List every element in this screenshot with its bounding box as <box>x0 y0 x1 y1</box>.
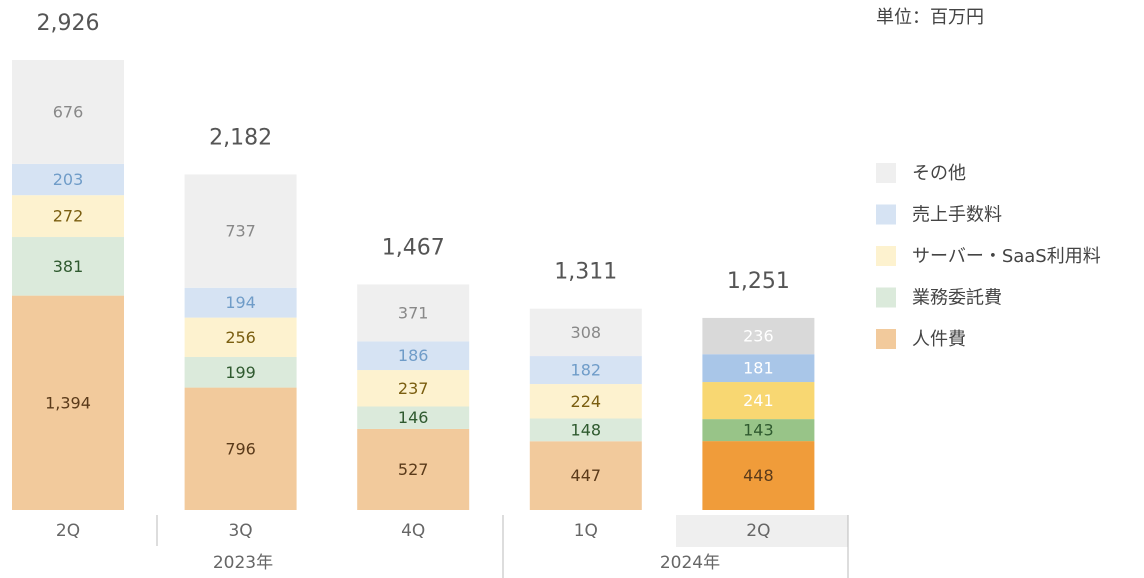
data-label: 146 <box>398 408 429 427</box>
bar-segment <box>702 382 815 420</box>
bar-segment <box>12 295 124 510</box>
bar-segment <box>184 356 297 388</box>
bar-segment <box>357 370 470 407</box>
total-label: 1,251 <box>727 269 790 294</box>
bar-segment <box>184 287 297 318</box>
data-label: 194 <box>225 293 256 312</box>
data-label: 447 <box>571 466 602 485</box>
bar-segment <box>357 428 470 510</box>
data-label: 272 <box>53 207 84 226</box>
data-label: 237 <box>398 379 429 398</box>
legend-swatch <box>876 329 896 349</box>
total-label: 2,182 <box>209 125 272 150</box>
bar-segment <box>357 406 470 429</box>
x-tick-label: 3Q <box>228 521 252 541</box>
bar-segment <box>529 418 642 442</box>
data-label: 241 <box>743 391 774 410</box>
legend-swatch <box>876 287 896 308</box>
data-label: 256 <box>225 328 256 347</box>
data-label: 796 <box>225 439 256 458</box>
data-label: 182 <box>571 361 602 380</box>
highlight-bg <box>676 515 848 547</box>
data-label: 199 <box>225 363 256 382</box>
data-label: 527 <box>398 460 429 479</box>
unit-label: 単位：百万円 <box>876 7 984 28</box>
data-label: 148 <box>571 420 602 439</box>
legend-label: 人件費 <box>912 329 966 350</box>
x-tick-label: 2Q <box>56 521 80 541</box>
data-label: 676 <box>53 102 84 121</box>
legend-swatch <box>876 246 896 266</box>
total-label: 1,311 <box>554 260 617 285</box>
bar-segment <box>12 60 124 164</box>
bar-segment <box>529 308 642 357</box>
group-label: 2023年 <box>213 553 273 573</box>
bar-segment <box>702 317 815 355</box>
bar-segment <box>529 356 642 385</box>
bar-segment <box>529 441 642 510</box>
total-label: 1,467 <box>382 235 445 260</box>
legend-swatch <box>876 204 896 225</box>
bar-segment <box>529 384 642 419</box>
data-label: 203 <box>53 170 84 189</box>
bar-segment <box>357 341 470 371</box>
data-label: 737 <box>225 222 256 241</box>
bar-segment <box>12 237 124 296</box>
legend-label: 業務委託費 <box>912 288 1002 309</box>
data-label: 236 <box>743 327 774 346</box>
bar-segment <box>357 284 470 342</box>
legend-swatch <box>876 163 896 183</box>
bar-segment <box>184 317 297 357</box>
data-label: 448 <box>743 466 774 485</box>
bar-segment <box>184 387 297 510</box>
x-tick-label: 4Q <box>401 521 425 541</box>
bar-segment <box>184 174 297 288</box>
bar-segment <box>702 354 815 383</box>
group-label: 2024年 <box>660 553 720 573</box>
data-label: 371 <box>398 303 429 322</box>
data-label: 181 <box>743 359 774 378</box>
legend-label: その他 <box>912 163 966 184</box>
data-label: 143 <box>743 421 774 440</box>
x-tick-label: 2Q <box>746 521 770 541</box>
bar-segment <box>12 195 124 238</box>
data-label: 224 <box>571 392 602 411</box>
bar-segment <box>702 419 815 442</box>
bar-segment <box>702 441 815 510</box>
legend-label: サーバー・SaaS利用料 <box>912 246 1101 267</box>
data-label: 1,394 <box>45 393 91 412</box>
data-label: 381 <box>53 257 84 276</box>
data-label: 308 <box>571 323 602 342</box>
bar-segment <box>12 163 124 196</box>
legend-label: 売上手数料 <box>912 205 1002 226</box>
x-tick-label: 1Q <box>574 521 598 541</box>
total-label: 2,926 <box>37 11 100 36</box>
data-label: 186 <box>398 346 429 365</box>
